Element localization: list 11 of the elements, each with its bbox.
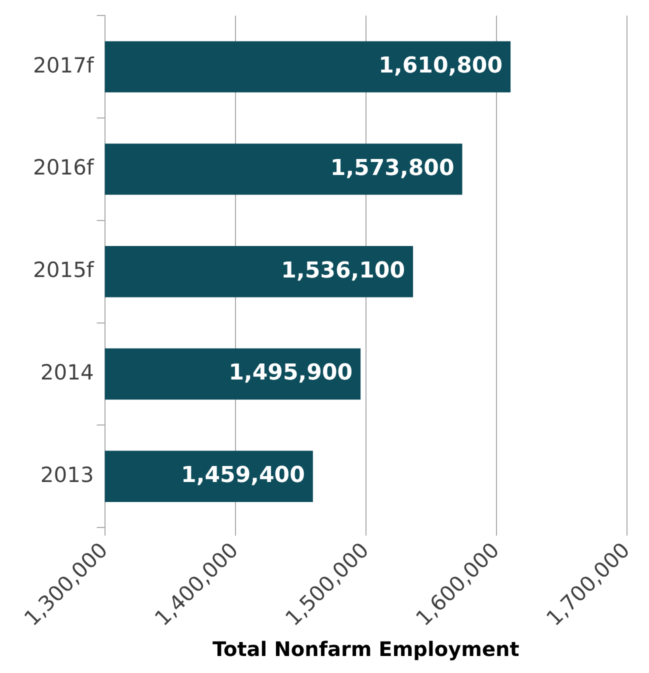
data-label: 1,459,400 (181, 463, 305, 488)
y-tick-label: 2017f (32, 53, 94, 78)
y-tick-label: 2014 (40, 360, 94, 384)
y-tick-label: 2015f (32, 258, 94, 282)
x-axis-title: Total Nonfarm Employment (212, 637, 520, 662)
y-tick-label: 2016f (32, 156, 94, 180)
data-label: 1,495,900 (228, 360, 353, 386)
data-label: 1,536,100 (281, 258, 406, 284)
data-label: 1,573,800 (330, 156, 454, 181)
y-tick-label: 2013 (40, 462, 94, 487)
data-label: 1,610,800 (378, 54, 503, 79)
